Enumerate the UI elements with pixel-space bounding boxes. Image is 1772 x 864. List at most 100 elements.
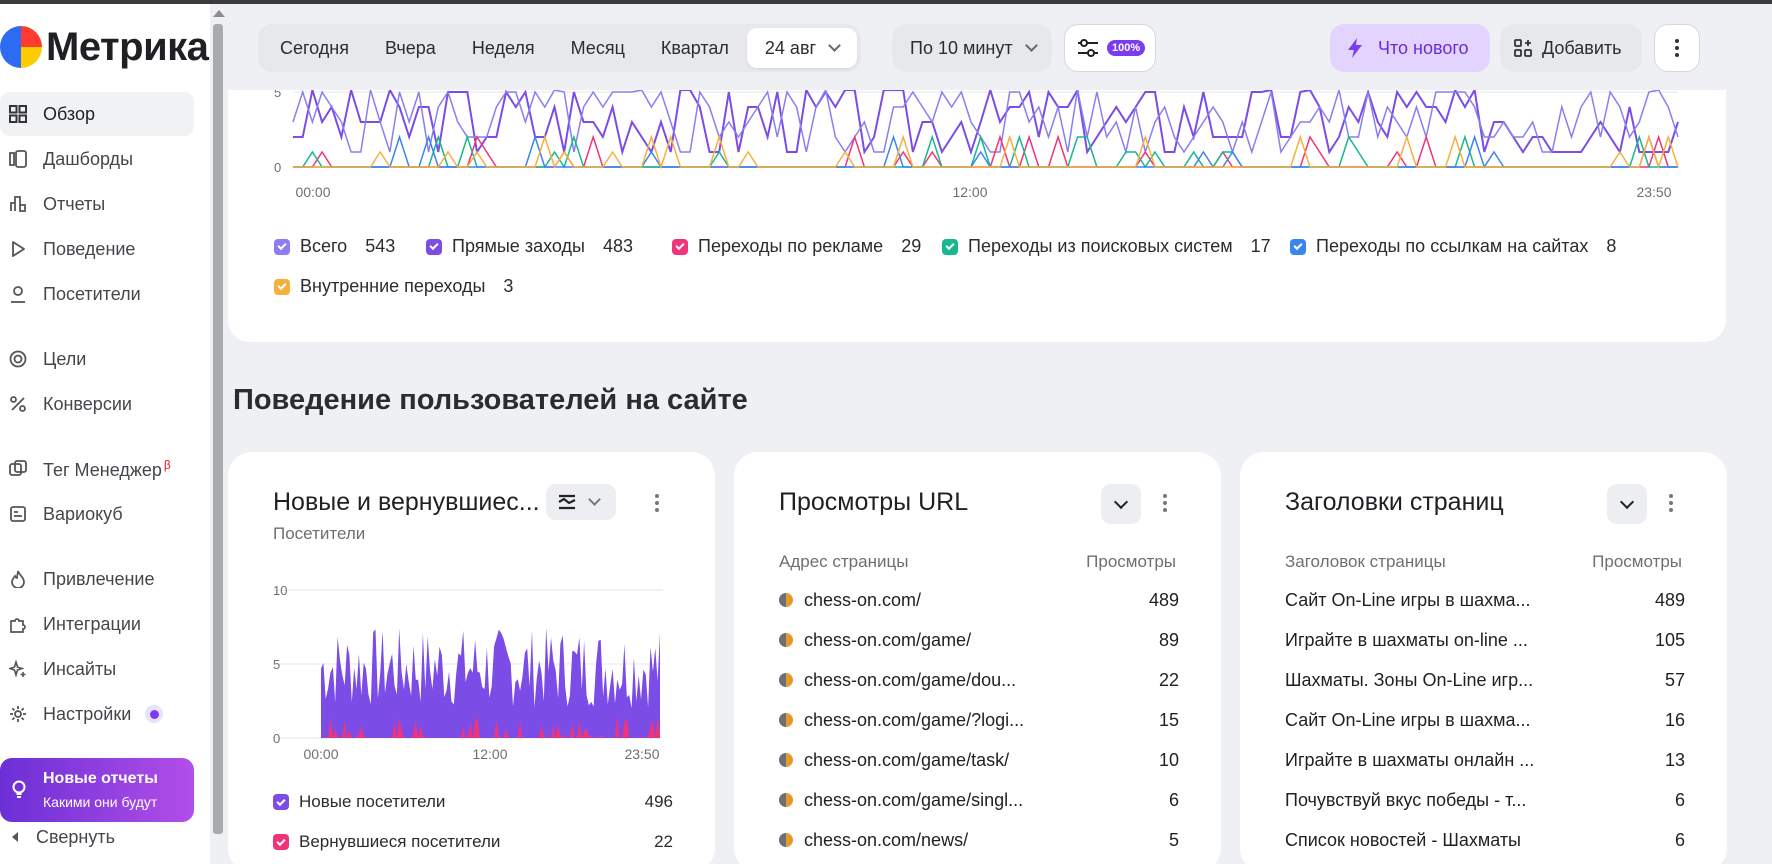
table-row[interactable]: Играйте в шахматы on-line ... 105 [1285,620,1685,660]
table-row[interactable]: Список новостей - Шахматы 6 [1285,820,1685,860]
legend-label: Переходы по рекламе [698,236,884,256]
promo-title: Новые отчеты [43,770,158,787]
checkbox[interactable] [273,794,289,810]
grouping-select[interactable]: По 10 минут [892,24,1052,72]
legend-links[interactable]: Переходы по ссылкам на сайтах 8 [1290,236,1616,257]
traffic-line-chart[interactable]: 5 0 00:00 12:00 23:50 [228,90,1726,210]
row-label[interactable]: Играйте в шахматы on-line ... [1285,629,1528,650]
checkbox[interactable] [273,834,289,850]
table-row[interactable]: chess-on.com/game/task/10 [779,740,1179,780]
more-menu-button[interactable] [1654,24,1700,72]
checkbox[interactable] [1290,238,1306,255]
sidebar-item-acquisition[interactable]: Привлечение [0,557,194,601]
add-button[interactable]: Добавить [1500,24,1642,72]
row-label[interactable]: chess-on.com/game/dou... [804,669,1017,690]
row-label[interactable]: chess-on.com/game/ [804,629,972,650]
checkbox[interactable] [942,238,958,255]
scroll-up-arrow-icon[interactable] [213,10,225,17]
row-label[interactable]: Сайт On-Line игры в шахма... [1285,709,1531,730]
legend-ads[interactable]: Переходы по рекламе 29 [672,236,921,257]
period-today[interactable]: Сегодня [280,37,349,58]
row-label[interactable]: chess-on.com/game/singl... [804,789,1024,810]
sidebar-scrollbar[interactable] [212,8,225,834]
new-reports-promo[interactable]: Новые отчеты Какими они будут [0,758,194,822]
legend-returning-visitors[interactable]: Вернувшиеся посетители 22 [273,832,673,852]
legend-label: Новые посетители [299,792,446,811]
sidebar-item-insights[interactable]: Инсайты [0,647,194,691]
checkbox[interactable] [426,238,442,255]
add-widget-icon [1514,39,1532,57]
period-week[interactable]: Неделя [471,37,535,58]
row-label[interactable]: chess-on.com/news/ [804,829,969,850]
column-header-page-title[interactable]: Заголовок страницы [1285,552,1446,571]
chevron-down-icon [828,39,841,52]
whats-new-button[interactable]: Что нового [1330,24,1490,72]
sidebar-item-visitors[interactable]: Посетители [0,272,194,316]
row-label[interactable]: Сайт On-Line игры в шахма... [1285,589,1531,610]
sidebar-item-tag-manager[interactable]: Тег Менеджер β [0,447,194,491]
legend-internal[interactable]: Внутренние переходы 3 [274,276,513,297]
widget-expand-button[interactable] [1607,484,1647,524]
widget-menu-icon[interactable] [1669,494,1673,512]
row-label[interactable]: Шахматы. Зоны On-Line игр... [1285,669,1534,690]
sidebar-item-goals[interactable]: Цели [0,337,194,381]
row-label[interactable]: Играйте в шахматы онлайн ... [1285,749,1535,770]
sidebar-item-reports[interactable]: Отчеты [0,182,194,226]
sidebar-item-overview[interactable]: Обзор [0,92,194,136]
sidebar-item-integrations[interactable]: Интеграции [0,602,194,646]
stacked-chart-icon [558,494,576,510]
date-picker[interactable]: 24 авг [746,28,858,68]
column-header-views[interactable]: Просмотры [1592,552,1682,571]
table-row[interactable]: Играйте в шахматы онлайн ... 13 [1285,740,1685,780]
widget-menu-icon[interactable] [655,494,659,512]
scrollbar-thumb[interactable] [213,24,223,834]
checkbox[interactable] [274,278,290,295]
table-row[interactable]: chess-on.com/game/singl... 6 [779,780,1179,820]
lightbulb-icon [12,780,26,798]
period-yesterday[interactable]: Вчера [385,37,436,58]
row-label[interactable]: Список новостей - Шахматы [1285,829,1521,850]
sidebar-item-behavior[interactable]: Поведение [0,227,194,271]
row-label[interactable]: Почувствуй вкус победы - т... [1285,789,1527,810]
table-row[interactable]: Почувствуй вкус победы - т... 6 [1285,780,1685,820]
table-row[interactable]: Сайт On-Line игры в шахма... 16 [1285,700,1685,740]
metrika-logo-icon [0,26,42,68]
widget-menu-icon[interactable] [1163,494,1167,512]
period-month[interactable]: Месяц [570,37,625,58]
table-row[interactable]: Сайт On-Line игры в шахма... 489 [1285,580,1685,620]
sidebar-item-settings[interactable]: Настройки [0,692,194,736]
chart-type-toggle[interactable] [546,484,616,520]
visitors-area-chart[interactable]: 10 5 0 00:00 12:00 23:50 [228,562,715,762]
checkbox[interactable] [672,238,688,255]
sidebar-item-dashboards[interactable]: Дашборды [0,137,194,181]
metrika-logo[interactable]: Метрика [0,22,209,72]
row-label[interactable]: chess-on.com/ [804,589,922,610]
row-label[interactable]: chess-on.com/game/task/ [804,749,1010,770]
table-row[interactable]: chess-on.com/489 [779,580,1179,620]
whats-new-label: Что нового [1378,37,1469,58]
table-row[interactable]: chess-on.com/news/5 [779,820,1179,860]
sampling-button[interactable]: 100% [1064,24,1156,72]
sidebar-item-conversions[interactable]: Конверсии [0,382,194,426]
widget-title[interactable]: Просмотры URL [779,488,969,516]
table-row[interactable]: chess-on.com/game/?logi... 15 [779,700,1179,740]
column-header-views[interactable]: Просмотры [1086,552,1176,571]
row-label[interactable]: chess-on.com/game/?logi... [804,709,1025,730]
widget-title[interactable]: Заголовки страниц [1285,488,1504,516]
widget-title[interactable]: Новые и вернувшиес... [273,488,540,516]
date-value: 24 авг [764,37,817,58]
period-quarter[interactable]: Квартал [660,37,729,58]
column-header-page-url[interactable]: Адрес страницы [779,552,909,571]
sidebar-item-variocube[interactable]: Вариокуб [0,492,194,536]
table-row[interactable]: Шахматы. Зоны On-Line игр... 57 [1285,660,1685,700]
collapse-sidebar-button[interactable]: Свернуть [12,822,115,852]
checkbox[interactable] [274,238,290,255]
legend-search[interactable]: Переходы из поисковых систем 17 [942,236,1271,257]
legend-total[interactable]: Всего 543 [274,236,395,257]
legend-direct[interactable]: Прямые заходы 483 [426,236,633,257]
sidebar-item-label: Отчеты [43,193,106,214]
legend-new-visitors[interactable]: Новые посетители 496 [273,792,673,812]
table-row[interactable]: chess-on.com/game/dou... 22 [779,660,1179,700]
widget-expand-button[interactable] [1101,484,1141,524]
table-row[interactable]: chess-on.com/game/89 [779,620,1179,660]
